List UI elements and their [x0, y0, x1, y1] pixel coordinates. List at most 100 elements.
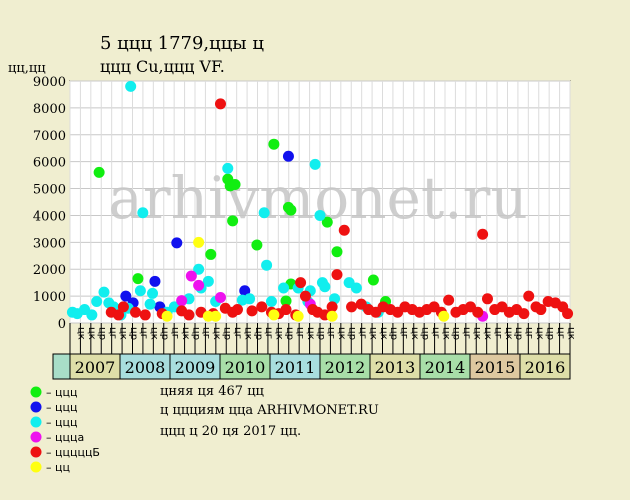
year-band-cell — [119, 353, 171, 380]
year-label: 2016 — [525, 358, 566, 377]
month-tick-label: цр — [513, 327, 524, 340]
month-tick-label: цк — [86, 327, 97, 340]
month-tick-label: цк — [336, 327, 347, 340]
data-point — [193, 279, 205, 291]
data-point — [331, 269, 343, 281]
x-axis-years: 2007 2008 2009 2010 2011 2012 2013 2014 2015 2016 — [52, 353, 571, 380]
month-tick-label: цк — [482, 327, 493, 340]
data-point — [518, 308, 530, 320]
data-point — [113, 309, 125, 321]
data-point — [309, 158, 321, 170]
legend-label: – цц — [46, 461, 70, 474]
y-tick-label: 9000 — [33, 75, 66, 90]
footer-line2: ц ццциям цца ARHIVMONET.RU — [160, 403, 379, 418]
month-tick-label: цк — [305, 327, 316, 340]
data-point — [214, 98, 226, 110]
data-point — [132, 273, 144, 285]
data-point — [137, 207, 149, 219]
month-tick-label: цг — [138, 327, 149, 339]
data-point — [98, 286, 110, 298]
year-band-cell — [69, 353, 121, 380]
year-band-cell — [269, 353, 321, 380]
legend: – ццц – ццц – ццц – цццa – цццццБ – цц — [30, 386, 100, 474]
data-point — [149, 275, 161, 287]
data-point — [176, 295, 188, 307]
legend-label: – ццц — [46, 386, 77, 399]
data-point — [268, 309, 280, 321]
data-point — [278, 282, 290, 294]
data-point — [214, 291, 226, 303]
month-tick-label: цг — [201, 327, 212, 339]
data-point — [244, 293, 256, 305]
data-point — [227, 215, 239, 227]
data-point — [280, 295, 292, 307]
year-band-cell — [219, 353, 271, 380]
data-point — [523, 290, 535, 302]
year-label: 2015 — [475, 358, 516, 377]
y-tick-label: 2000 — [33, 263, 66, 278]
data-point — [314, 209, 326, 221]
data-point — [256, 301, 268, 313]
data-point — [120, 290, 132, 302]
month-tick-label: цр — [128, 327, 139, 340]
year-label: 2008 — [125, 358, 166, 377]
data-point — [321, 216, 333, 228]
data-point — [139, 309, 151, 321]
month-tick-label: цг — [524, 327, 535, 339]
month-tick-label: цг — [461, 327, 472, 339]
footer-line3: ццц ц 20 ця 2017 цц. — [160, 424, 302, 439]
data-point — [443, 294, 455, 306]
y-tick-label: 6000 — [33, 156, 66, 171]
data-point — [210, 310, 222, 322]
data-point — [295, 277, 307, 289]
data-point — [481, 293, 493, 305]
data-point — [144, 298, 156, 310]
data-point — [268, 138, 280, 150]
month-tick-label: цк — [367, 327, 378, 340]
month-tick-label: цк — [409, 327, 420, 340]
month-tick-label: цк — [149, 327, 160, 340]
month-tick-label: цк — [534, 327, 545, 340]
data-point — [472, 306, 484, 318]
year-band-cell — [319, 353, 371, 380]
month-tick-label: цг — [169, 327, 180, 339]
data-point — [280, 304, 292, 316]
month-tick-label: цг — [263, 327, 274, 339]
data-point — [367, 274, 379, 286]
month-tick-label: цк — [440, 327, 451, 340]
data-point — [331, 246, 343, 258]
legend-marker — [30, 446, 42, 458]
month-tick-label: цк — [274, 327, 285, 340]
chart-title-line2: ццц Cu,ццц VF. — [100, 57, 225, 76]
year-label: 2010 — [225, 358, 266, 377]
y-tick-label: 4000 — [33, 209, 66, 224]
month-tick-label: цк — [180, 327, 191, 340]
data-point — [185, 270, 197, 282]
data-point — [134, 285, 146, 297]
data-point — [562, 308, 574, 320]
legend-marker — [30, 431, 42, 443]
month-tick-label: цг — [357, 327, 368, 339]
data-point — [282, 150, 294, 162]
legend-label: – цццa — [46, 431, 84, 444]
legend-marker — [30, 461, 42, 473]
month-tick-label: цк — [378, 327, 389, 340]
month-tick-label: цк — [242, 327, 253, 340]
data-point — [147, 287, 159, 299]
data-point — [239, 285, 251, 297]
data-point — [261, 259, 273, 271]
month-tick-label: цк — [503, 327, 514, 340]
legend-label: – ццц — [46, 416, 77, 429]
year-band-start — [52, 353, 71, 380]
data-point — [130, 306, 142, 318]
data-point — [125, 80, 137, 92]
data-point — [438, 310, 450, 322]
data-point — [117, 301, 129, 313]
month-tick-label: цр — [190, 327, 201, 340]
month-tick-label: цр — [159, 327, 170, 340]
year-label: 2014 — [425, 358, 466, 377]
data-point — [265, 295, 277, 307]
data-point — [91, 295, 103, 307]
data-point — [229, 179, 241, 191]
